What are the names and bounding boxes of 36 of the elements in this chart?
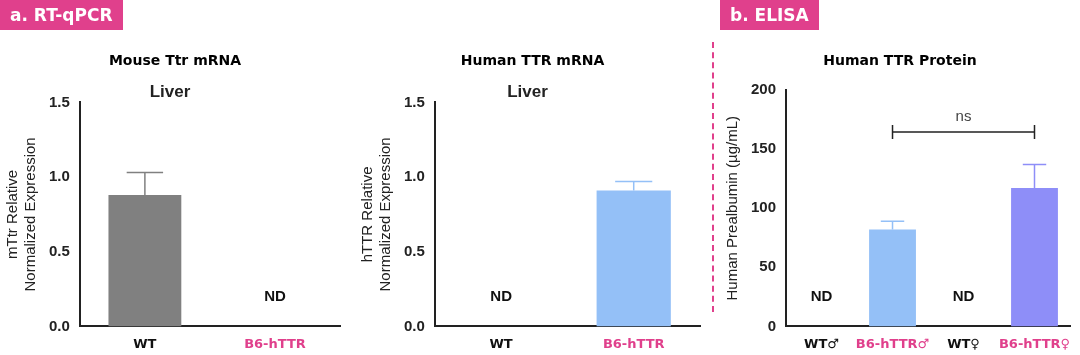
y-axis-title: mTtr Relative Normalized Expression <box>3 137 39 292</box>
annotation: ND <box>490 287 513 305</box>
y-tick-label: 1.0 <box>403 167 425 185</box>
y-tick-label: 1.0 <box>48 167 70 185</box>
annotation: ns <box>955 106 972 124</box>
text: a. RT-qPCR <box>0 0 123 30</box>
x-tick-label: WT♂ <box>804 335 839 351</box>
y-tick-label: 0.5 <box>403 241 425 259</box>
text: b. ELISA <box>720 0 819 30</box>
chart-title: Human TTR Protein <box>822 52 978 68</box>
chart-subtitle: Liver <box>149 81 191 101</box>
chart-title: Mouse Ttr mRNA <box>107 52 243 68</box>
y-tick-label: 150 <box>751 139 777 157</box>
x-tick-label: B6-hTTR♀ <box>998 335 1071 351</box>
x-tick-label: WT <box>133 335 157 351</box>
annotation: ND <box>264 287 286 305</box>
y-tick-label: 0 <box>767 316 777 334</box>
y-tick-label: 1.5 <box>403 92 425 110</box>
y-axis-title: hTTR Relative Normalized Expression <box>358 137 394 292</box>
y-tick-label: 50 <box>759 257 777 275</box>
x-tick-label: B6-hTTR <box>244 335 306 351</box>
annotation: ND <box>952 287 975 305</box>
annotation: ND <box>810 287 833 305</box>
x-tick-label: B6-hTTR <box>602 335 665 351</box>
y-tick-label: 0.5 <box>48 241 70 259</box>
y-tick-label: 1.5 <box>48 92 70 110</box>
y-tick-label: 100 <box>751 198 777 216</box>
x-tick-label: WT <box>489 335 513 351</box>
y-tick-label: 0.0 <box>403 316 425 334</box>
x-tick-label: WT♀ <box>947 335 980 351</box>
x-tick-label: B6-hTTR♂ <box>855 335 930 351</box>
y-tick-label: 0.0 <box>48 316 70 334</box>
y-tick-label: 200 <box>751 80 777 98</box>
chart-subtitle: Liver <box>507 81 549 101</box>
y-axis-title: Human Prealbumin (µg/mL) <box>723 115 741 301</box>
chart-title: Human TTR mRNA <box>459 52 606 68</box>
